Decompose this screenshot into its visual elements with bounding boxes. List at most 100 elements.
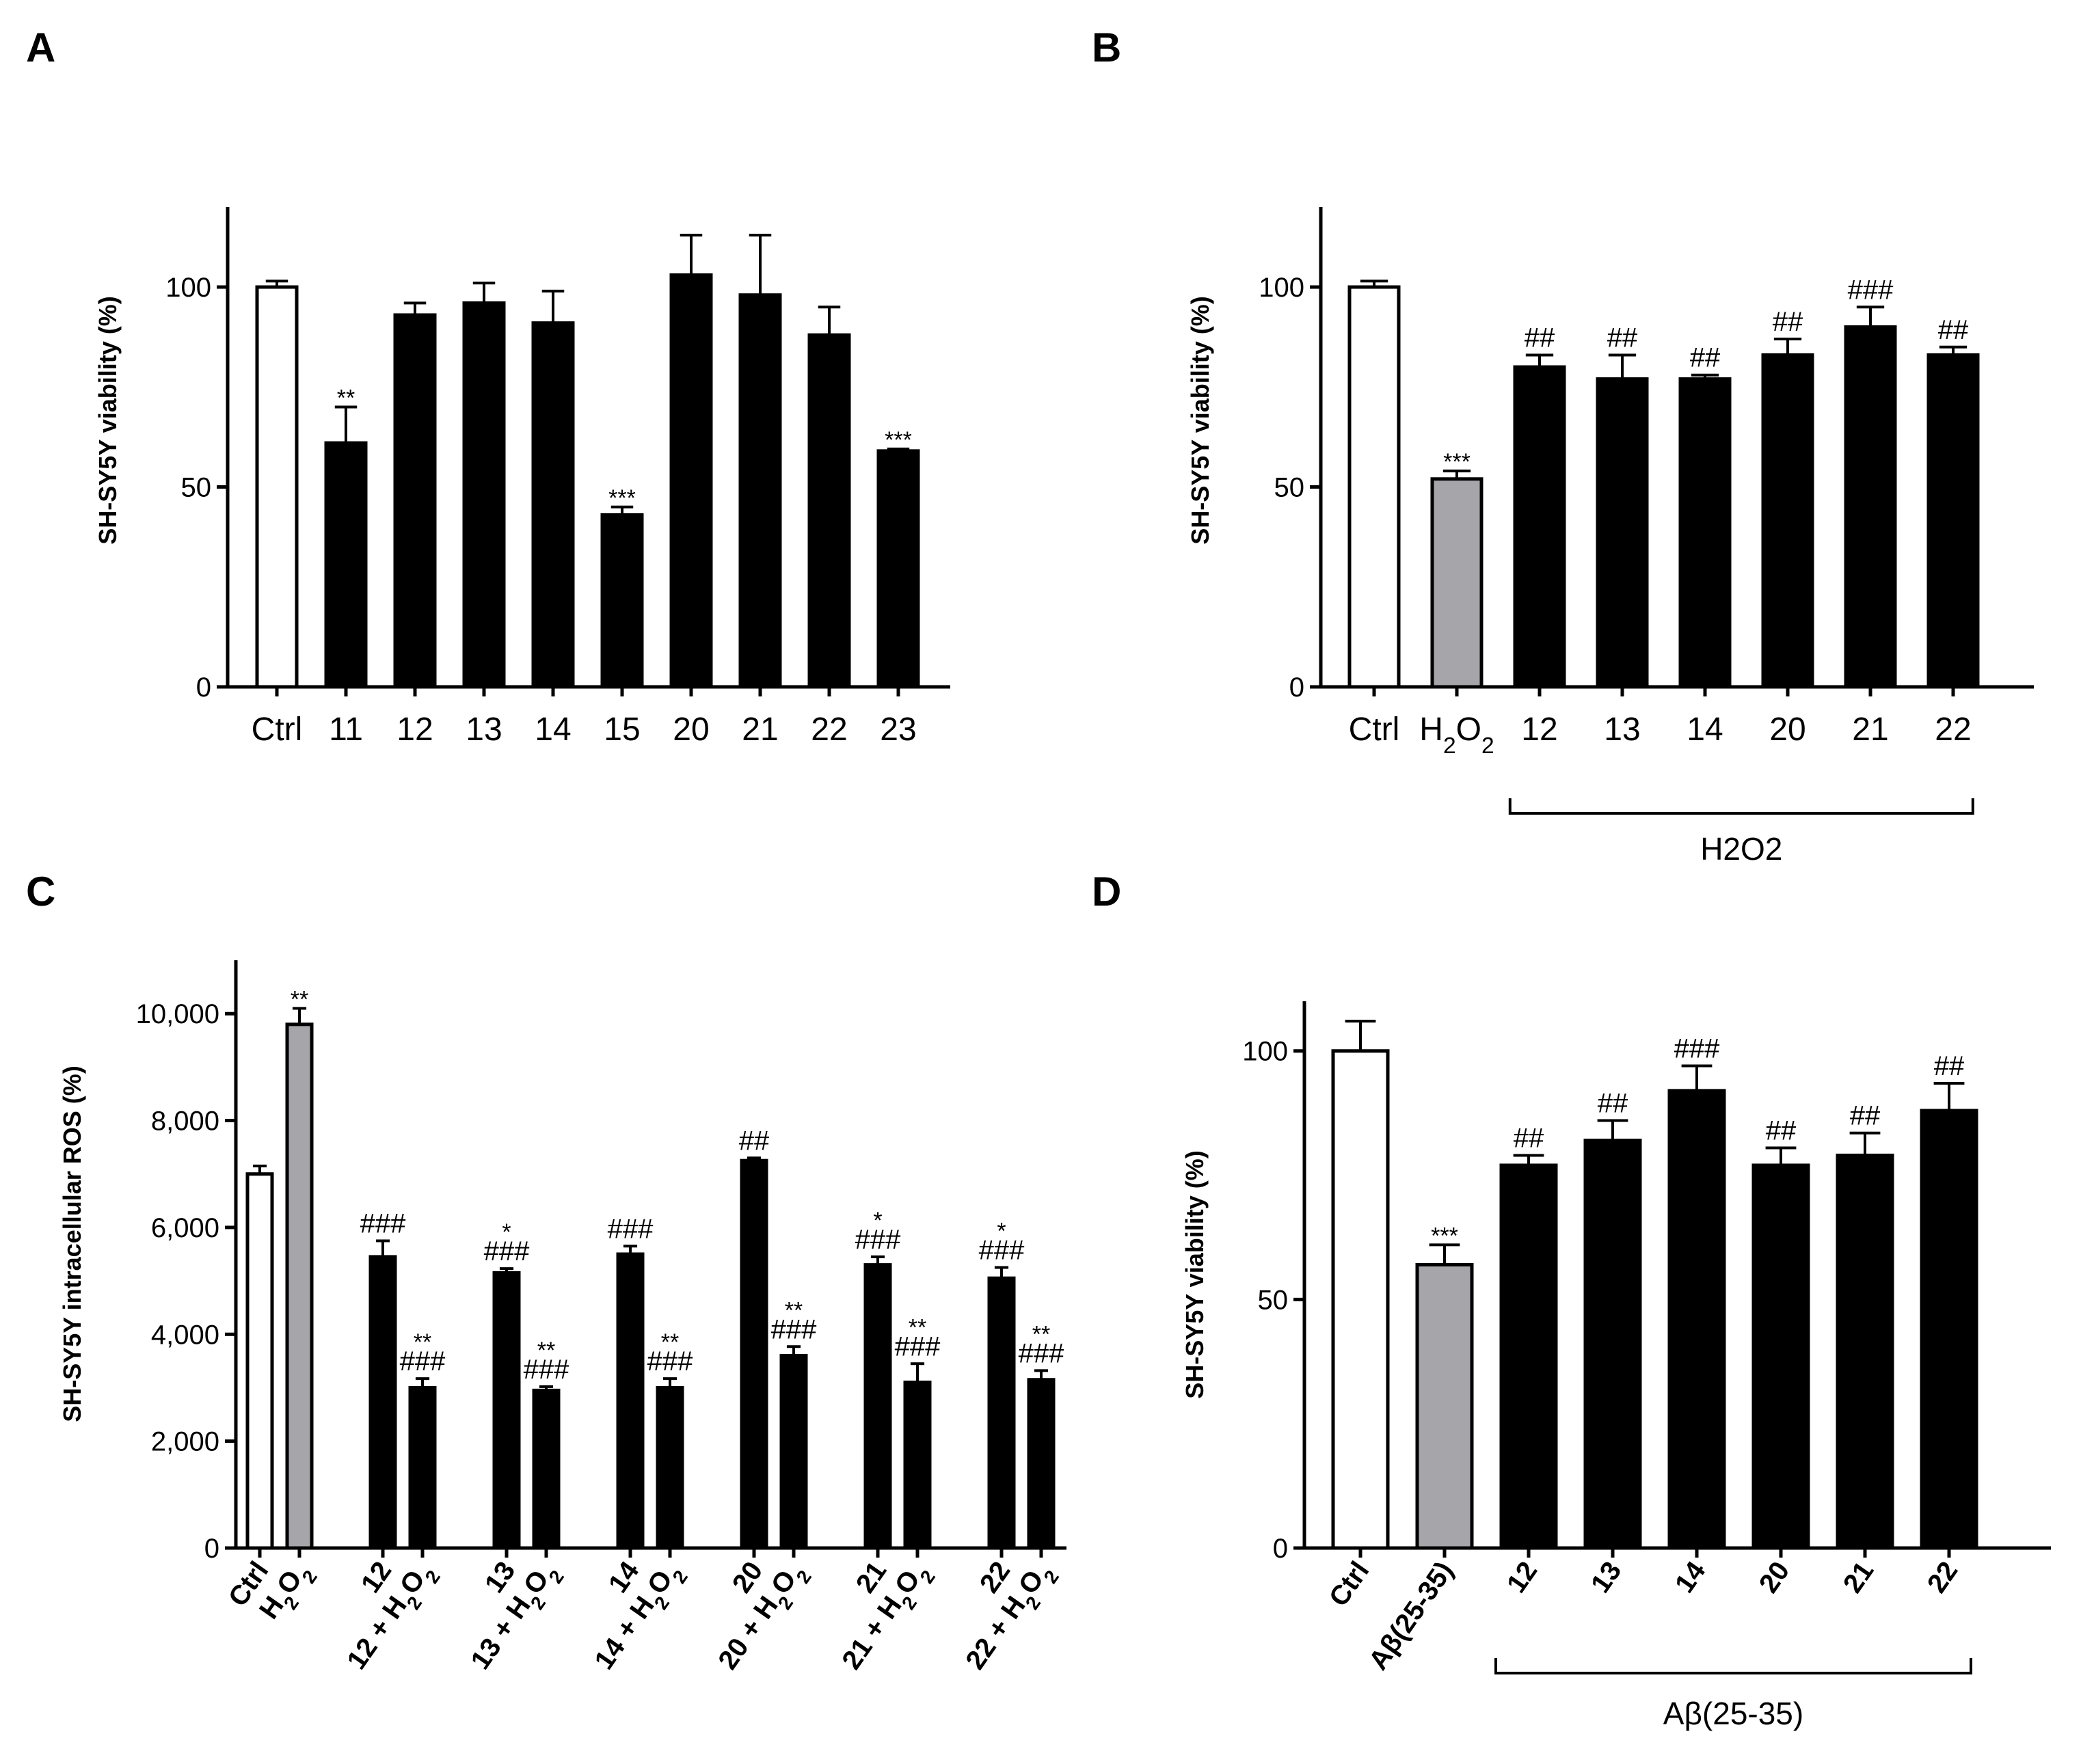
panel-letter-a: A (26, 25, 55, 70)
bar (600, 513, 644, 689)
x-tick-label: 23 (880, 711, 916, 748)
significance-label-top: ** (785, 1297, 803, 1323)
panel-letter-c: C (26, 869, 55, 914)
y-tick-label: 50 (1258, 1285, 1289, 1315)
y-tick-label: 0 (1273, 1534, 1288, 1564)
y-tick-label: 0 (204, 1534, 219, 1564)
x-tick-label: H2O2 (1419, 711, 1494, 759)
significance-label-top: ** (414, 1329, 431, 1355)
y-tick-label: 50 (181, 473, 212, 503)
x-tick-label: 22 (1922, 1556, 1964, 1599)
panel-letter-d: D (1092, 869, 1121, 914)
significance-label-top: ** (661, 1329, 679, 1355)
significance-label: ### (979, 1236, 1025, 1266)
x-tick-label: 22 (974, 1556, 1017, 1599)
x-tick-label: 12 (1521, 711, 1557, 748)
x-tick-label: 20 (673, 711, 709, 748)
y-tick-label: 100 (165, 273, 211, 303)
bar (1415, 1262, 1474, 1550)
bar (807, 333, 851, 689)
x-tick-label: Aβ(25-35) (1363, 1556, 1460, 1676)
bar (285, 1022, 314, 1550)
x-tick-label: 12 (1501, 1556, 1544, 1599)
bar (738, 293, 782, 689)
bar (1027, 1378, 1056, 1550)
bar (876, 449, 920, 689)
bar (1667, 1089, 1726, 1550)
x-tick-label: 21 (1838, 1556, 1880, 1599)
x-tick-label: 14 (603, 1556, 645, 1598)
x-tick-label: 21 (850, 1556, 893, 1599)
bar (492, 1271, 521, 1550)
group-bracket (1508, 798, 1974, 815)
significance-label: ## (1938, 315, 1969, 345)
significance-label: ## (1607, 323, 1638, 353)
bar (779, 1354, 808, 1550)
x-tick-label: 14 (535, 711, 571, 748)
y-tick-label: 8,000 (151, 1107, 219, 1137)
significance-label: ### (1848, 275, 1894, 305)
y-tick-label: 100 (1259, 273, 1304, 303)
x-tick-label: 22 (1935, 711, 1971, 748)
significance-label: ** (337, 385, 355, 411)
bar (1926, 353, 1980, 689)
bar (1513, 365, 1566, 689)
y-tick-label: 0 (1289, 673, 1304, 703)
y-tick-label: 6,000 (151, 1213, 219, 1243)
x-tick-label: Ctrl (1324, 1556, 1375, 1612)
y-axis-label: SH-SY5Y viability (%) (1186, 296, 1214, 544)
significance-label: ## (1690, 343, 1721, 373)
panel-a-chart: 0 50 100 SH-SY5Y viability (%) Ctrl ** 11 12 13 1… (94, 207, 950, 748)
x-tick-label: 12 (397, 711, 433, 748)
y-axis-label: SH-SY5Y viability (%) (1181, 1150, 1209, 1398)
bar (1751, 1163, 1810, 1550)
significance-label: ## (739, 1126, 770, 1156)
significance-label-top: ** (1032, 1321, 1050, 1347)
bar (532, 1388, 561, 1550)
significance-label: ## (1525, 323, 1555, 353)
x-tick-label: 12 (355, 1556, 398, 1599)
bar (1583, 1139, 1642, 1550)
significance-label: ## (1850, 1101, 1881, 1131)
significance-label: ### (400, 1346, 446, 1376)
y-axis-label: SH-SY5Y viability (%) (94, 296, 122, 544)
x-tick-label: 15 (604, 711, 640, 748)
bar (393, 313, 437, 689)
significance-label-top: * (997, 1219, 1006, 1245)
bar (1678, 377, 1732, 689)
significance-label: ### (771, 1314, 817, 1344)
bar (1761, 353, 1814, 689)
bar (1331, 1049, 1390, 1550)
x-tick-label: 14 (1687, 711, 1723, 748)
group-bracket-label: Aβ(25-35) (1663, 1696, 1803, 1731)
panel-b-chart: 0 50 100 SH-SY5Y viability (%) Ctrl *** H2O2 ##… (1186, 207, 2034, 867)
significance-label: *** (608, 485, 636, 511)
x-tick-label: 11 (329, 711, 363, 748)
panel-letter-b: B (1092, 25, 1121, 70)
significance-label: ### (1674, 1034, 1720, 1064)
x-tick-label: Ctrl (1349, 711, 1400, 748)
bar (863, 1263, 892, 1550)
significance-label: ## (1773, 307, 1803, 337)
y-tick-label: 50 (1274, 473, 1305, 503)
y-tick-label: 4,000 (151, 1320, 219, 1350)
significance-label: ### (360, 1208, 406, 1238)
y-tick-label: 0 (196, 673, 211, 703)
bar (903, 1381, 932, 1550)
bar (616, 1252, 645, 1550)
x-tick-label: 13 (1585, 1556, 1628, 1599)
x-tick-label: 20 (1769, 711, 1805, 748)
y-tick-label: 100 (1242, 1037, 1288, 1067)
significance-label: ## (1766, 1116, 1797, 1146)
x-tick-label: 20 (727, 1556, 769, 1599)
significance-label-top: ** (909, 1314, 926, 1340)
significance-label: ## (1514, 1123, 1544, 1153)
bar (1499, 1163, 1558, 1550)
significance-label: ### (1019, 1338, 1064, 1368)
group-bracket-label: H2O2 (1700, 831, 1782, 867)
bar (1920, 1109, 1978, 1550)
significance-label: *** (1443, 449, 1471, 475)
x-tick-label: 21 (1852, 711, 1888, 748)
significance-label: ## (1598, 1089, 1628, 1119)
